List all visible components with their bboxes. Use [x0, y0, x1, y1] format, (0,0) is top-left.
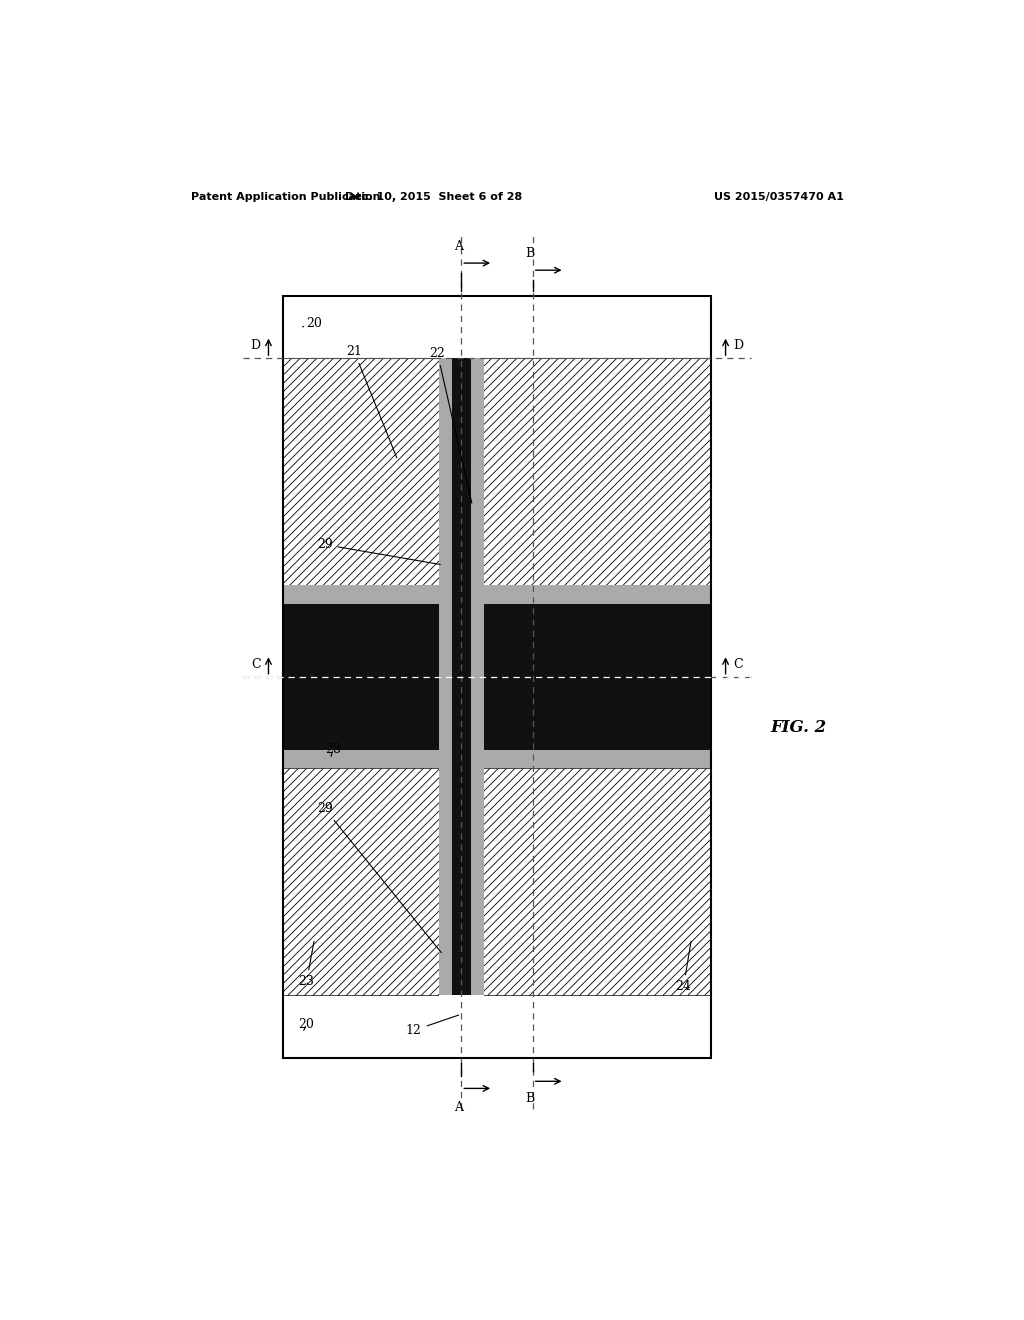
Text: Dec. 10, 2015  Sheet 6 of 28: Dec. 10, 2015 Sheet 6 of 28: [345, 191, 522, 202]
Text: D: D: [733, 339, 743, 352]
Bar: [283, 995, 712, 1057]
Text: D: D: [251, 339, 260, 352]
Text: 21: 21: [346, 345, 396, 458]
Bar: [283, 358, 712, 585]
Text: B: B: [525, 247, 535, 260]
Bar: [283, 296, 712, 358]
Bar: [452, 296, 471, 1057]
Bar: [439, 296, 483, 358]
Text: 22: 22: [430, 347, 472, 503]
Bar: [283, 296, 712, 1057]
Text: 20: 20: [303, 317, 323, 330]
Bar: [283, 768, 712, 995]
Text: 29: 29: [317, 803, 441, 953]
Text: FIG. 2: FIG. 2: [770, 719, 826, 737]
Text: B: B: [525, 1093, 535, 1105]
Text: 12: 12: [406, 1015, 459, 1038]
Bar: [283, 750, 712, 768]
Bar: [283, 603, 712, 750]
Text: C: C: [733, 659, 743, 671]
Bar: [439, 296, 483, 1057]
Text: 28: 28: [325, 743, 341, 756]
Text: 29: 29: [317, 539, 440, 565]
Text: A: A: [455, 240, 464, 253]
Text: US 2015/0357470 A1: US 2015/0357470 A1: [714, 191, 844, 202]
Text: 23: 23: [299, 941, 314, 989]
Text: Patent Application Publication: Patent Application Publication: [191, 191, 381, 202]
Text: 20: 20: [299, 1018, 314, 1031]
Text: 24: 24: [676, 941, 691, 993]
Bar: [283, 585, 712, 603]
Text: C: C: [251, 659, 260, 671]
Bar: [439, 995, 483, 1057]
Text: A: A: [455, 1101, 464, 1114]
